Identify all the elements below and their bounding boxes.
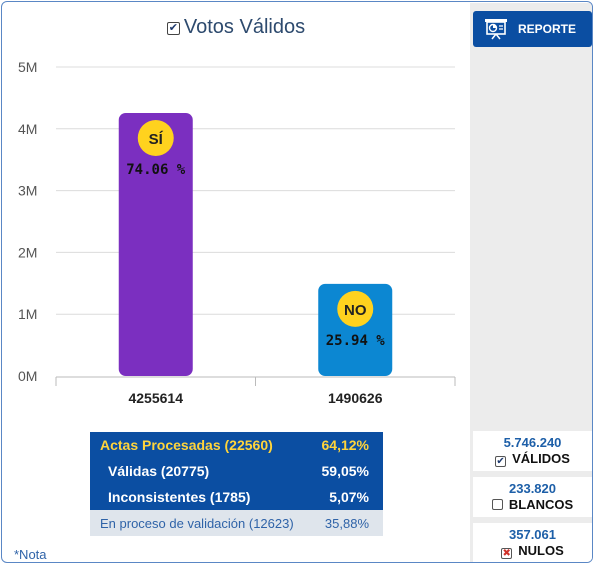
bar [118,113,193,376]
actas-pct: 64,12% [321,437,369,453]
nota-link[interactable]: *Nota [14,547,47,562]
bar-percent-label: 25.94 % [326,333,386,349]
x-category-label: 4255614 [128,390,183,406]
blancos-label: BLANCOS [508,497,574,512]
reporte-label: REPORTE [518,22,577,36]
validas-pct: 59,05% [321,463,369,479]
blancos-card: 233.820 BLANCOS [473,477,592,517]
validos-checkbox-icon: ✔ [495,456,507,467]
y-tick-label: 0M [18,368,37,384]
y-tick-label: 4M [18,121,37,137]
bar-percent-label: 74.06 % [126,162,186,178]
blancos-count: 233.820 [509,481,556,496]
y-tick-label: 5M [18,59,37,75]
bar-badge-label: NO [344,302,367,319]
presentation-chart-icon [485,19,507,40]
bar-chart: 0M 1M 2M 3M 4M 5M SÍ 74.06 % 4255614 NO 25.94 % 149… [18,59,456,406]
actas-label: Actas Procesadas (22560) [100,437,273,453]
nulos-x-icon: ✖ [501,548,513,559]
bar-badge [337,290,374,327]
y-tick-label: 3M [18,183,37,199]
y-tick-label: 1M [18,306,37,322]
bar-badge-label: SÍ [149,131,164,148]
stats-row-en-proceso: En proceso de validación (12623) 35,88% [90,510,383,536]
validos-count: 5.746.240 [503,435,562,450]
stats-row-actas: Actas Procesadas (22560) 64,12% [90,432,383,458]
en-proceso-label: En proceso de validación (12623) [100,515,294,531]
stats-row-validas: Válidas (20775) 59,05% [90,458,383,484]
bar-badge [137,120,174,157]
nulos-card: 357.061 ✖ NULOS [473,523,592,562]
blancos-checkbox-icon [491,499,503,510]
inconsistentes-label: Inconsistentes (1785) [108,489,251,505]
side-panel: REPORTE 5.746.240 ✔ VÁLIDOS 233.820 BLANC… [470,3,592,562]
bar [318,283,393,376]
en-proceso-pct: 35,88% [324,515,369,531]
inconsistentes-pct: 5,07% [329,489,369,505]
nulos-count: 357.061 [509,527,556,542]
checkbox-icon: ✔ [166,22,180,35]
validas-label: Válidas (20775) [108,463,210,479]
y-tick-label: 2M [18,244,37,260]
validos-card: 5.746.240 ✔ VÁLIDOS [473,431,592,471]
reporte-button[interactable]: REPORTE [473,11,592,47]
chart-title: ✔ Votos Válidos [2,16,470,39]
stats-row-inconsistentes: Inconsistentes (1785) 5,07% [90,484,383,510]
x-category-label: 1490626 [328,390,383,406]
stats-table: Actas Procesadas (22560) 64,12% Válidas … [90,432,383,536]
validos-label: VÁLIDOS [512,451,570,466]
nulos-label: NULOS [518,543,564,558]
chart-title-text: Votos Válidos [183,16,306,38]
